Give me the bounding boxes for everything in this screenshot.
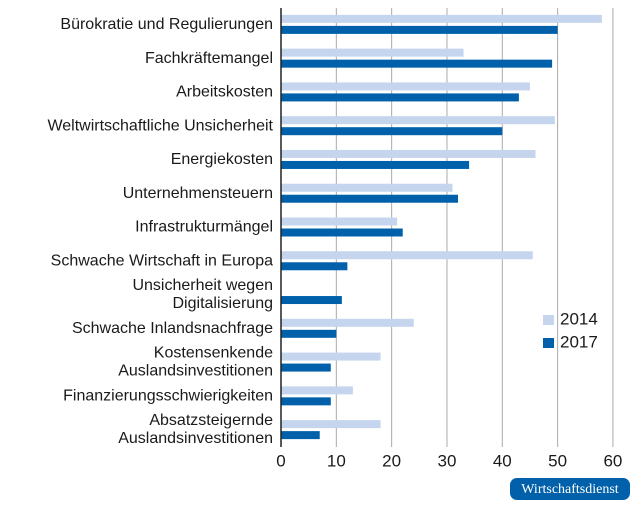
y-tick-label: Schwache Inlandsnachfrage	[72, 320, 273, 337]
x-tick-label: 10	[327, 451, 346, 470]
bar	[281, 262, 348, 271]
bar	[281, 431, 320, 440]
bar	[281, 228, 403, 237]
x-tick-label: 30	[438, 451, 457, 470]
legend-label: 2014	[560, 309, 598, 328]
bar	[281, 329, 337, 338]
x-tick-label: 50	[548, 451, 567, 470]
bar	[281, 194, 459, 203]
bar	[281, 363, 331, 372]
y-tick-label: Weltwirtschaftliche Unsicherheit	[47, 117, 273, 134]
bar	[281, 93, 519, 102]
y-tick-label: Bürokratie und Regulierungen	[60, 16, 273, 33]
x-tick-label: 0	[276, 451, 285, 470]
bar	[281, 59, 553, 68]
bar	[281, 397, 331, 406]
bar	[281, 116, 555, 125]
bar	[281, 420, 381, 429]
y-tick-label: Arbeitskosten	[176, 84, 273, 101]
x-tick-label: 60	[603, 451, 622, 470]
bar	[281, 296, 342, 305]
y-tick-label: Unternehmensteuern	[123, 185, 273, 202]
legend-swatch	[543, 315, 554, 325]
y-tick-label: Fachkräftemangel	[145, 50, 273, 67]
y-tick-label: Kostensenkende Auslandsinvestitionen	[118, 345, 273, 380]
y-tick-label: Infrastrukturmängel	[135, 219, 273, 236]
bar	[281, 25, 558, 34]
legend-swatch	[543, 338, 554, 348]
bar	[281, 127, 503, 136]
y-tick-label: Absatzsteigernde Auslandsinvestitionen	[118, 412, 273, 447]
bar	[281, 217, 398, 226]
y-tick-label: Unsicherheit wegen Digitalisierung	[132, 277, 273, 312]
bar	[281, 149, 536, 158]
y-tick-label: Finanzierungsschwierigkeiten	[63, 388, 273, 405]
y-tick-label: Energiekosten	[171, 151, 273, 168]
x-tick-label: 40	[493, 451, 512, 470]
badge-background	[510, 478, 630, 500]
bar	[281, 82, 530, 91]
bar	[281, 352, 381, 361]
bar	[281, 183, 453, 192]
bar	[281, 251, 533, 260]
bar	[281, 48, 464, 57]
badge: Wirtschaftsdienst	[521, 482, 619, 497]
bar	[281, 160, 470, 169]
y-tick-label: Schwache Wirtschaft in Europa	[51, 252, 273, 269]
bar	[281, 14, 602, 23]
x-tick-label: 20	[382, 451, 401, 470]
bar	[281, 386, 353, 395]
bar	[281, 318, 414, 327]
legend-label: 2017	[560, 332, 598, 351]
